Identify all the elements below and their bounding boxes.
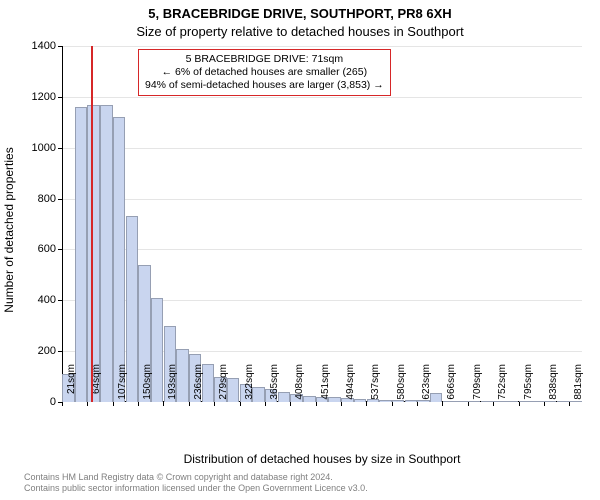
- y-tick-mark: [58, 249, 62, 250]
- x-tick-mark: [316, 402, 317, 406]
- x-tick-mark: [265, 402, 266, 406]
- y-tick-label: 0: [6, 396, 56, 408]
- x-tick-mark: [493, 402, 494, 406]
- histogram-bar: [176, 349, 188, 402]
- x-tick-label: 881sqm: [573, 364, 584, 408]
- info-box-line2: ← 6% of detached houses are smaller (265…: [145, 66, 384, 79]
- x-tick-label: 494sqm: [345, 364, 356, 408]
- gridline: [62, 97, 582, 98]
- x-tick-label: 580sqm: [396, 364, 407, 408]
- x-tick-label: 623sqm: [421, 364, 432, 408]
- info-box-line1: 5 BRACEBRIDGE DRIVE: 71sqm: [145, 53, 384, 66]
- gridline: [62, 199, 582, 200]
- x-tick-label: 666sqm: [446, 364, 457, 408]
- y-tick-label: 400: [6, 294, 56, 306]
- x-tick-mark: [544, 402, 545, 406]
- x-tick-label: 236sqm: [193, 364, 204, 408]
- x-tick-label: 21sqm: [66, 364, 77, 408]
- y-tick-label: 1400: [6, 40, 56, 52]
- x-tick-label: 322sqm: [244, 364, 255, 408]
- x-tick-mark: [214, 402, 215, 406]
- x-tick-mark: [163, 402, 164, 406]
- gridline: [62, 148, 582, 149]
- x-tick-label: 709sqm: [472, 364, 483, 408]
- histogram-bar: [379, 400, 391, 402]
- figure-container: 5, BRACEBRIDGE DRIVE, SOUTHPORT, PR8 6XH…: [0, 0, 600, 500]
- x-tick-label: 752sqm: [497, 364, 508, 408]
- y-tick-label: 1000: [6, 142, 56, 154]
- x-tick-mark: [392, 402, 393, 406]
- gridline: [62, 46, 582, 47]
- x-tick-label: 537sqm: [370, 364, 381, 408]
- gridline: [62, 249, 582, 250]
- x-tick-mark: [87, 402, 88, 406]
- attribution-text: Contains HM Land Registry data © Crown c…: [24, 472, 368, 495]
- x-tick-mark: [62, 402, 63, 406]
- y-tick-label: 1200: [6, 91, 56, 103]
- x-tick-mark: [113, 402, 114, 406]
- x-tick-mark: [341, 402, 342, 406]
- x-tick-mark: [519, 402, 520, 406]
- x-tick-mark: [189, 402, 190, 406]
- x-tick-mark: [240, 402, 241, 406]
- y-tick-mark: [58, 300, 62, 301]
- x-tick-label: 795sqm: [523, 364, 534, 408]
- x-tick-mark: [366, 402, 367, 406]
- histogram-bar: [75, 107, 87, 402]
- x-tick-label: 150sqm: [142, 364, 153, 408]
- x-tick-mark: [417, 402, 418, 406]
- marker-info-box: 5 BRACEBRIDGE DRIVE: 71sqm ← 6% of detac…: [138, 49, 391, 96]
- marker-line: [91, 46, 93, 402]
- x-tick-label: 107sqm: [117, 364, 128, 408]
- y-tick-label: 800: [6, 193, 56, 205]
- x-tick-mark: [569, 402, 570, 406]
- x-tick-mark: [138, 402, 139, 406]
- y-tick-mark: [58, 351, 62, 352]
- x-tick-label: 279sqm: [218, 364, 229, 408]
- x-tick-label: 838sqm: [548, 364, 559, 408]
- x-tick-label: 408sqm: [294, 364, 305, 408]
- y-tick-mark: [58, 97, 62, 98]
- x-tick-label: 193sqm: [167, 364, 178, 408]
- histogram-bar: [113, 117, 125, 402]
- super-title: 5, BRACEBRIDGE DRIVE, SOUTHPORT, PR8 6XH: [0, 6, 600, 21]
- attribution-line1: Contains HM Land Registry data © Crown c…: [24, 472, 368, 483]
- x-tick-mark: [290, 402, 291, 406]
- plot-area: 020040060080010001200140021sqm64sqm107sq…: [62, 46, 582, 402]
- y-tick-mark: [58, 46, 62, 47]
- y-tick-mark: [58, 148, 62, 149]
- histogram-bar: [87, 105, 99, 403]
- attribution-line2: Contains public sector information licen…: [24, 483, 368, 494]
- x-tick-mark: [468, 402, 469, 406]
- y-tick-mark: [58, 199, 62, 200]
- y-tick-label: 600: [6, 243, 56, 255]
- histogram-bar: [100, 105, 112, 403]
- y-axis-line: [62, 46, 63, 402]
- y-tick-label: 200: [6, 345, 56, 357]
- x-axis-label: Distribution of detached houses by size …: [62, 452, 582, 466]
- x-tick-label: 451sqm: [320, 364, 331, 408]
- x-tick-mark: [442, 402, 443, 406]
- histogram-bar: [455, 401, 467, 402]
- info-box-line3: 94% of semi-detached houses are larger (…: [145, 79, 384, 92]
- sub-title: Size of property relative to detached ho…: [0, 24, 600, 39]
- x-tick-label: 365sqm: [269, 364, 280, 408]
